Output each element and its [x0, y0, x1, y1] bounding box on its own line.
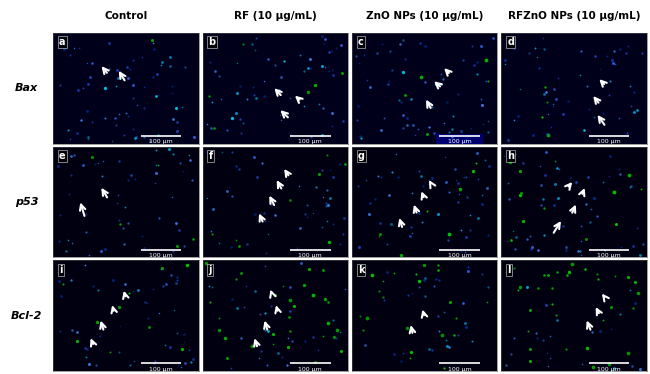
- Text: g: g: [358, 151, 365, 161]
- Text: j: j: [209, 265, 212, 275]
- Text: h: h: [507, 151, 514, 161]
- Text: i: i: [59, 265, 62, 275]
- Text: 100 μm: 100 μm: [298, 253, 322, 258]
- Text: Control: Control: [105, 12, 148, 21]
- Text: e: e: [59, 151, 66, 161]
- Text: 100 μm: 100 μm: [298, 367, 322, 372]
- Text: 100 μm: 100 μm: [149, 139, 173, 144]
- Text: RFZnO NPs (10 μg/mL): RFZnO NPs (10 μg/mL): [508, 12, 640, 21]
- Text: 100 μm: 100 μm: [597, 139, 621, 144]
- Text: b: b: [209, 37, 216, 47]
- Text: 100 μm: 100 μm: [597, 253, 621, 258]
- Text: Bax: Bax: [15, 83, 38, 93]
- Text: ZnO NPs (10 μg/mL): ZnO NPs (10 μg/mL): [366, 12, 484, 21]
- Text: p53: p53: [15, 197, 38, 207]
- Text: k: k: [358, 265, 365, 275]
- Text: a: a: [59, 37, 66, 47]
- Text: 100 μm: 100 μm: [448, 253, 471, 258]
- FancyBboxPatch shape: [436, 134, 483, 149]
- Text: l: l: [507, 265, 511, 275]
- Text: RF (10 μg/mL): RF (10 μg/mL): [234, 12, 317, 21]
- Text: 100 μm: 100 μm: [149, 253, 173, 258]
- Text: d: d: [507, 37, 514, 47]
- Text: 100 μm: 100 μm: [448, 139, 471, 144]
- Text: 100 μm: 100 μm: [298, 139, 322, 144]
- Text: Bcl-2: Bcl-2: [11, 311, 42, 321]
- Text: 100 μm: 100 μm: [448, 367, 471, 372]
- Text: c: c: [358, 37, 363, 47]
- Text: 100 μm: 100 μm: [597, 367, 621, 372]
- Text: 100 μm: 100 μm: [149, 367, 173, 372]
- Text: f: f: [209, 151, 213, 161]
